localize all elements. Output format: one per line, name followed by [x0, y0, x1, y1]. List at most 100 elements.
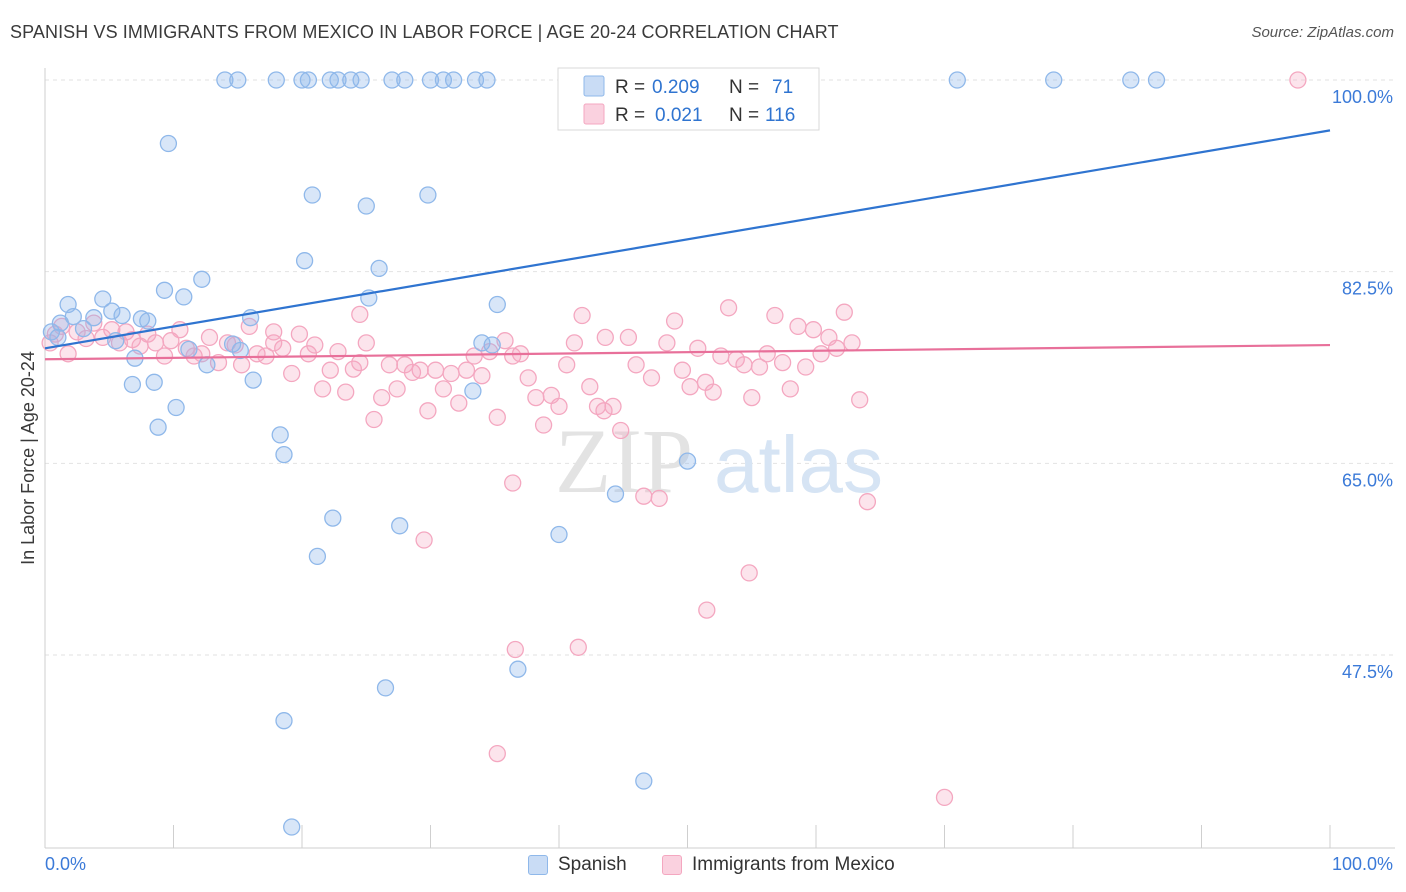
- spanish-point-35: [299, 71, 318, 89]
- legend-n-label-mexico: N =: [729, 105, 764, 126]
- mexico-point-51: [434, 380, 453, 398]
- mexico-point-63: [527, 388, 545, 407]
- axes: [44, 68, 1395, 849]
- spanish-point-26: [229, 71, 247, 89]
- mexico-point-38: [337, 383, 355, 401]
- mexico-point-109: [415, 531, 433, 549]
- spanish-point-20: [175, 288, 193, 306]
- mexico-point-68: [565, 334, 584, 352]
- spanish-point-38: [303, 186, 321, 204]
- watermark-atlas: atlas: [714, 420, 883, 509]
- mexico-point-62: [519, 369, 537, 387]
- legend-item-mexico[interactable]: Immigrants from Mexico: [662, 854, 895, 876]
- legend-label-spanish: Spanish: [558, 854, 627, 875]
- legend-r-value-mexico: 0.021: [655, 105, 703, 126]
- mexico-point-50: [426, 361, 445, 379]
- mexico-point-86: [704, 383, 722, 401]
- mexico-point-21: [200, 328, 219, 347]
- mexico-point-96: [781, 380, 799, 398]
- spanish-point-52: [464, 382, 482, 400]
- mexico-point-6: [85, 314, 103, 332]
- mexico-point-67: [558, 356, 576, 374]
- spanish-point-63: [550, 525, 568, 544]
- mexico-point-44: [380, 356, 399, 374]
- spanish-point-59: [275, 712, 293, 730]
- spanish-point-7: [94, 290, 112, 308]
- mexico-point-59: [496, 332, 514, 350]
- mexico-point-76: [627, 356, 645, 374]
- mexico-point-45: [388, 380, 406, 398]
- mexico-point-78: [642, 369, 661, 387]
- spanish-point-21: [180, 340, 198, 359]
- mexico-point-82: [673, 361, 692, 379]
- mexico-point-26: [240, 317, 258, 336]
- trendline-spanish: [44, 129, 1331, 350]
- spanish-point-53: [488, 295, 506, 314]
- spanish-point-60: [283, 818, 301, 836]
- spanish-point-23: [198, 356, 216, 374]
- mexico-point-64: [534, 416, 553, 434]
- spanish-point-40: [357, 197, 375, 215]
- mexico-point-99: [804, 321, 823, 339]
- spanish-point-27: [231, 341, 249, 360]
- spanish-point-56: [308, 547, 327, 566]
- spanish-point-39: [324, 509, 342, 527]
- spanish-point-6: [85, 309, 103, 327]
- spanish-point-5: [74, 319, 93, 338]
- mexico-point-43: [373, 388, 391, 407]
- y-tick-label-2: 82.5%: [1342, 279, 1393, 299]
- mexico-point-34: [306, 336, 324, 354]
- mexico-point-103: [835, 303, 853, 321]
- mexico-point-110: [504, 474, 522, 492]
- mexico-point-79: [650, 489, 668, 508]
- mexico-point-35: [313, 380, 332, 398]
- legend-label-mexico: Immigrants from Mexico: [692, 854, 895, 875]
- mexico-point-91: [743, 388, 761, 407]
- spanish-point-58: [376, 679, 395, 697]
- mexico-point-97: [789, 317, 807, 336]
- spanish-point-4: [64, 307, 82, 326]
- spanish-point-16: [149, 418, 167, 436]
- x-tick-label-1: 100.0%: [1332, 854, 1393, 874]
- spanish-point-45: [396, 71, 414, 89]
- spanish-point-37: [329, 71, 347, 89]
- mexico-point-36: [321, 361, 339, 379]
- trendline-mexico: [44, 343, 1331, 361]
- mexico-point-106: [858, 493, 877, 511]
- mexico-point-117: [935, 788, 954, 807]
- spanish-point-42: [352, 71, 370, 89]
- mexico-point-90: [735, 356, 753, 374]
- mexico-point-88: [719, 299, 738, 317]
- mexico-point-39: [344, 360, 363, 378]
- legend-item-spanish[interactable]: Spanish: [528, 854, 627, 876]
- spanish-point-47: [419, 186, 437, 204]
- mexico-point-92: [750, 358, 769, 376]
- spanish-point-30: [267, 71, 285, 89]
- spanish-point-69: [1122, 71, 1140, 89]
- chart-title: SPANISH VS IMMIGRANTS FROM MEXICO IN LAB…: [10, 22, 839, 42]
- mexico-point-108: [265, 323, 283, 341]
- mexico-point-112: [506, 640, 524, 659]
- spanish-point-24: [216, 71, 234, 89]
- spanish-point-11: [123, 375, 142, 394]
- spanish-point-34: [295, 252, 314, 270]
- mexico-point-32: [290, 325, 309, 343]
- x-tick-labels: 0.0% 100.0%: [45, 854, 1393, 874]
- mexico-point-33: [299, 345, 318, 363]
- mexico-point-104: [843, 334, 861, 352]
- legend-n-label-spanish: N =: [729, 77, 764, 98]
- spanish-point-29: [244, 371, 262, 389]
- spanish-point-33: [293, 71, 311, 89]
- mexico-point-58: [488, 408, 506, 426]
- spanish-point-55: [370, 259, 388, 278]
- spanish-point-66: [678, 452, 697, 470]
- mexico-point-115: [698, 601, 716, 619]
- spanish-point-54: [483, 336, 501, 354]
- mexico-point-93: [758, 345, 776, 363]
- spanish-point-68: [1045, 71, 1063, 89]
- spanish-point-64: [606, 485, 625, 503]
- mexico-point-25: [232, 356, 251, 374]
- legend-r-label-mexico: R =: [615, 105, 650, 126]
- spanish-point-19: [167, 398, 185, 417]
